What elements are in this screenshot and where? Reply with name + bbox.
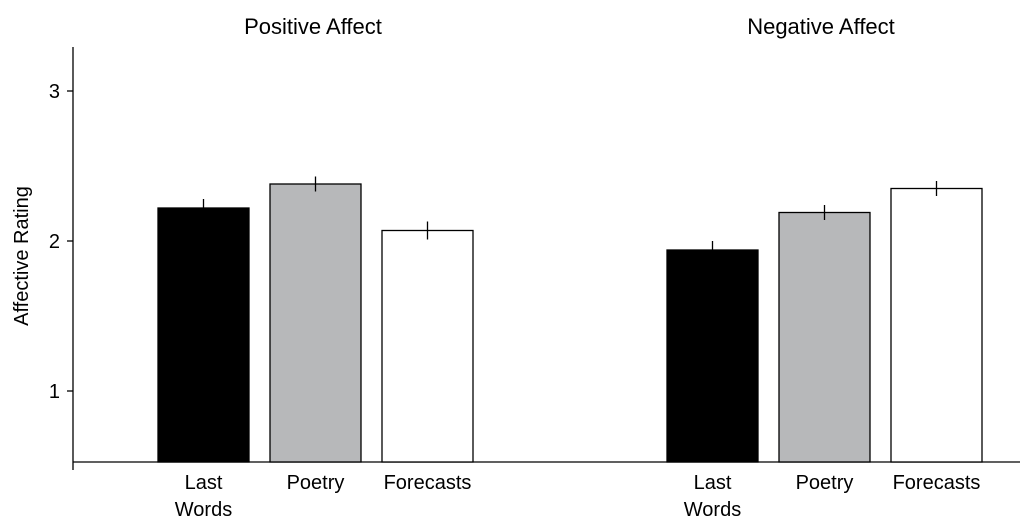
bar-1-1 (778, 211, 871, 463)
bar-1-2 (890, 187, 983, 463)
y-tick-label-1: 1 (49, 381, 60, 403)
category-label-1-0-0: Last (694, 472, 732, 494)
bar-0-2 (381, 229, 474, 463)
y-axis-title: Affective Rating (11, 186, 33, 326)
category-label-1-1-0: Poetry (796, 472, 854, 494)
category-label-1-0-1: Words (684, 499, 741, 521)
panel-0: Positive Affect Last Words Poetry Forecasts (157, 14, 474, 521)
category-label-1-2-0: Forecasts (893, 472, 981, 494)
panel-1: Negative Affect Last Words Poetry Forecasts (666, 14, 983, 521)
category-label-0-0-1: Words (175, 499, 232, 521)
panel-title-0: Positive Affect (244, 14, 382, 39)
category-label-0-2-0: Forecasts (384, 472, 472, 494)
bar-0-0 (157, 207, 250, 463)
bar-0-1 (269, 183, 362, 463)
category-label-0-0-0: Last (185, 472, 223, 494)
bar-1-0 (666, 249, 759, 463)
category-label-0-1-0: Poetry (287, 472, 345, 494)
y-tick-label-2: 2 (49, 231, 60, 253)
panel-title-1: Negative Affect (747, 14, 895, 39)
y-tick-label-3: 3 (49, 81, 60, 103)
